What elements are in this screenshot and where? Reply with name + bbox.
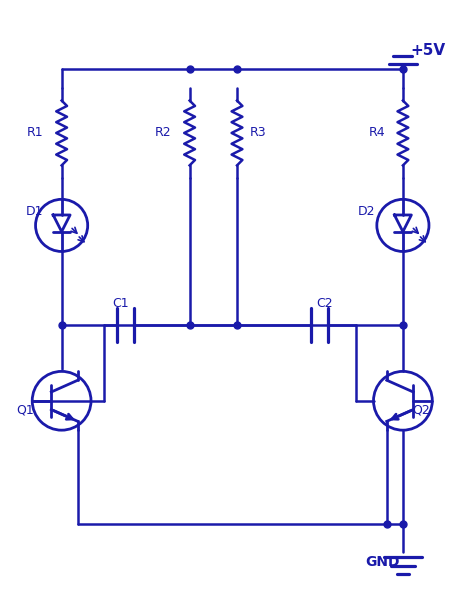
Text: D2: D2 <box>358 205 375 218</box>
Text: C2: C2 <box>316 297 333 310</box>
Text: Q1: Q1 <box>17 404 34 417</box>
Text: D1: D1 <box>26 205 44 218</box>
Text: GND: GND <box>365 555 400 569</box>
Text: R1: R1 <box>27 126 44 139</box>
Text: R2: R2 <box>155 126 172 139</box>
Text: C1: C1 <box>112 297 129 310</box>
Text: Q2: Q2 <box>412 404 430 417</box>
Text: R4: R4 <box>368 126 385 139</box>
Text: +5V: +5V <box>410 43 445 58</box>
Text: R3: R3 <box>250 126 267 139</box>
